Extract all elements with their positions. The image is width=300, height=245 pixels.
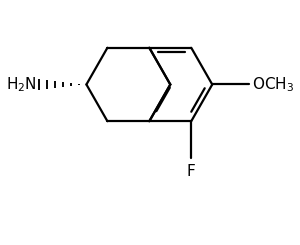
Text: F: F xyxy=(187,164,196,179)
Text: H$_2$N: H$_2$N xyxy=(6,75,37,94)
Text: OCH$_3$: OCH$_3$ xyxy=(252,75,294,94)
